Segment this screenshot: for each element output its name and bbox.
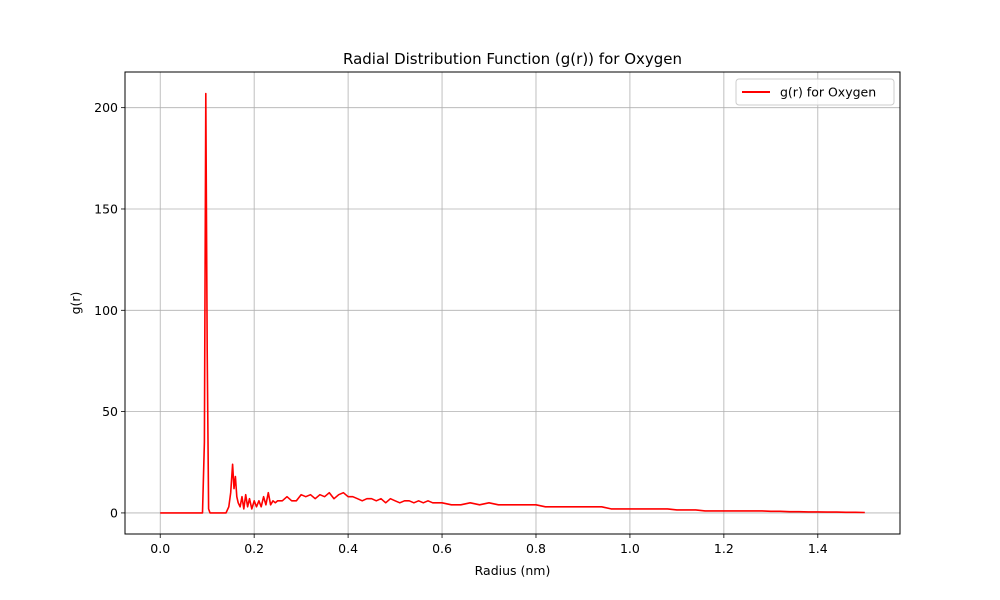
x-tick-label: 1.0 [620,541,640,556]
y-tick-label: 50 [102,404,118,419]
y-tick-label: 0 [110,505,118,520]
plot-area [125,72,900,534]
x-tick-label: 1.2 [714,541,734,556]
y-tick-label: 100 [94,303,118,318]
x-tick-label: 0.4 [338,541,358,556]
y-tick-label: 150 [94,201,118,216]
series-line-oxygen [160,92,865,514]
x-tick-label: 0.0 [150,541,170,556]
chart-title: Radial Distribution Function (g(r)) for … [343,50,682,68]
x-tick-label: 0.8 [526,541,546,556]
series-layer [160,92,865,514]
x-tick-label: 0.6 [432,541,452,556]
x-axis-title: Radius (nm) [475,563,551,578]
y-axis-title: g(r) [68,292,83,315]
plot-frame [124,71,901,535]
grid [125,72,900,534]
ticks: 0.0 0.2 0.4 0.6 0.8 1.0 1.2 1.4 0 50 100 150 200 [94,100,828,556]
x-tick-label: 0.2 [244,541,264,556]
legend-label: g(r) for Oxygen [780,85,876,100]
legend-box [735,78,895,106]
y-tick-label: 200 [94,100,118,115]
x-tick-label: 1.4 [808,541,828,556]
legend: g(r) for Oxygen [735,78,895,106]
